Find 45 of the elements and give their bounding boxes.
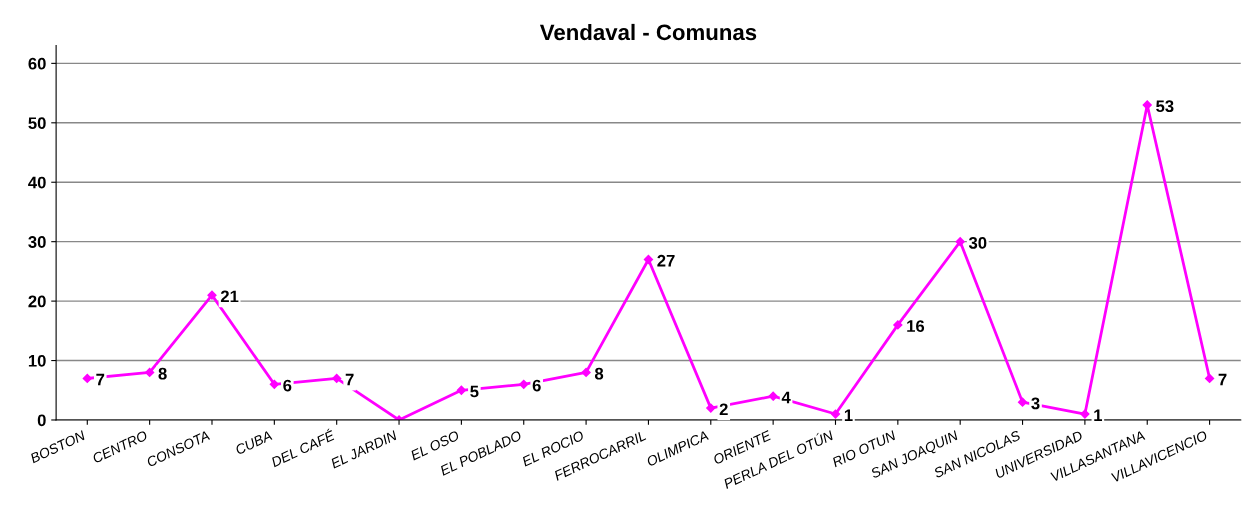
point (456, 385, 467, 395)
y-tick-label: 40 (28, 176, 46, 189)
chart-title: Vendaval - Comunas (539, 23, 757, 41)
point (830, 409, 841, 419)
y-tick-label: 20 (28, 295, 46, 308)
point (1080, 409, 1090, 419)
data-label: 4 (781, 391, 791, 404)
point (269, 379, 279, 389)
point (768, 391, 778, 401)
point (955, 237, 965, 247)
data-label: 8 (594, 367, 604, 380)
point (519, 379, 529, 389)
data-label: 30 (968, 236, 987, 249)
data-label: 1 (844, 409, 853, 421)
data-label: 7 (345, 373, 354, 386)
data-label: 7 (96, 373, 105, 386)
point (1017, 397, 1028, 407)
point (581, 367, 591, 378)
data-label: 7 (1218, 373, 1227, 386)
point (1204, 373, 1215, 383)
data-label: 1 (1094, 409, 1103, 421)
point (207, 290, 217, 300)
data-label: 8 (158, 367, 167, 380)
data-label: 5 (470, 385, 479, 398)
y-tick-label: 60 (28, 57, 46, 70)
point (893, 320, 903, 330)
x-tick-label: CUBA (234, 430, 273, 455)
point (82, 373, 92, 383)
data-label: 2 (719, 403, 728, 416)
data-label: 3 (1031, 397, 1040, 410)
point (706, 403, 716, 413)
data-label: 6 (532, 379, 541, 392)
data-label: 27 (657, 254, 675, 267)
point (1142, 100, 1152, 110)
point (332, 373, 342, 383)
y-tick-label: 0 (37, 414, 46, 427)
point (145, 367, 155, 378)
x-tick-label: EL OSO (409, 430, 460, 461)
y-tick-label: 30 (28, 236, 46, 248)
data-label: 16 (907, 320, 925, 332)
data-label: 6 (283, 379, 292, 392)
data-label: 53 (1156, 100, 1174, 113)
y-tick-label: 50 (28, 117, 46, 130)
y-tick-label: 10 (28, 354, 46, 367)
data-label: 21 (220, 290, 239, 303)
